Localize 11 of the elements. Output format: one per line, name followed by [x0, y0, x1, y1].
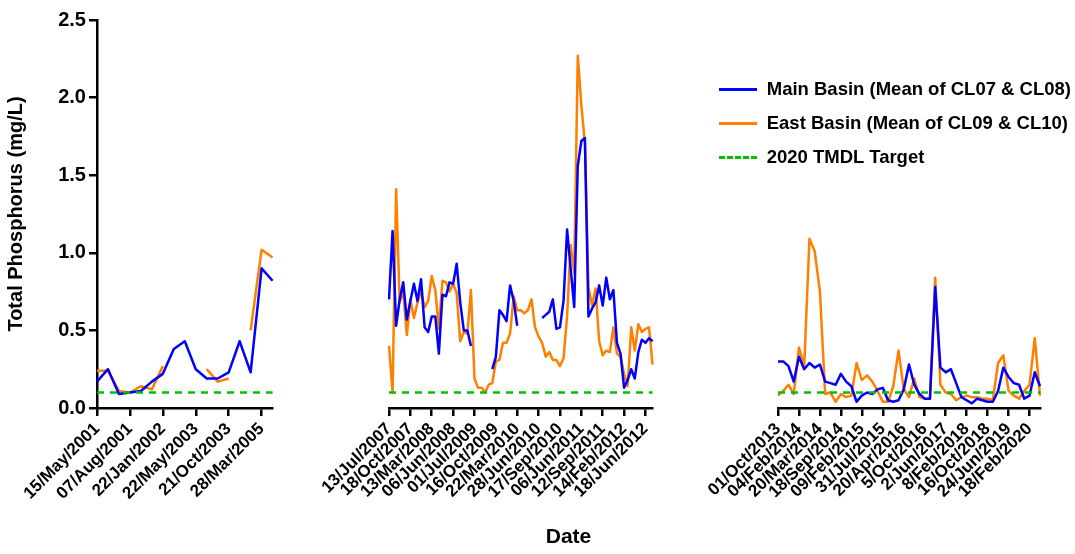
- y-tick-label: 2.0: [58, 85, 86, 108]
- legend-label: East Basin (Mean of CL09 & CL10): [766, 112, 1068, 134]
- y-axis-title: Total Phosphorus (mg/L): [3, 96, 26, 332]
- legend-label: Main Basin (Mean of CL07 & CL08): [766, 78, 1071, 100]
- y-tick-label: 1.5: [58, 162, 86, 185]
- y-tick-label: 0.0: [58, 395, 86, 418]
- y-tick-label: 2.5: [58, 7, 86, 30]
- y-tick-label: 0.5: [58, 317, 86, 340]
- legend-label: 2020 TMDL Target: [766, 146, 925, 168]
- x-axis-title: Date: [544, 524, 593, 548]
- y-tick-label: 1.0: [58, 240, 86, 263]
